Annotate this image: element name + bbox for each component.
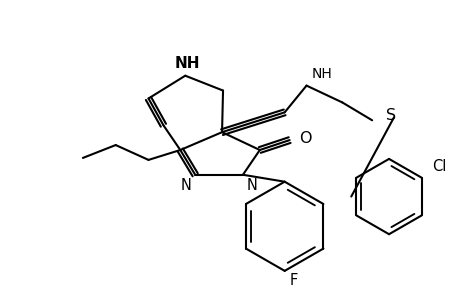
Text: S: S (385, 108, 395, 123)
Text: NH: NH (174, 56, 200, 71)
Text: NH: NH (311, 67, 331, 81)
Text: N: N (180, 178, 191, 193)
Text: Cl: Cl (431, 159, 446, 174)
Text: N: N (246, 178, 257, 193)
Text: F: F (289, 273, 297, 288)
Text: O: O (299, 130, 311, 146)
